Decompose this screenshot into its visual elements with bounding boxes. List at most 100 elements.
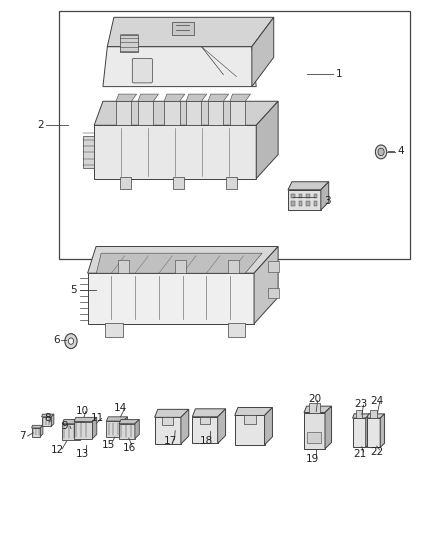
Bar	[120, 177, 131, 189]
Polygon shape	[106, 417, 127, 421]
Bar	[162, 417, 173, 425]
Polygon shape	[40, 425, 43, 437]
Polygon shape	[164, 94, 185, 101]
Polygon shape	[208, 101, 223, 125]
Polygon shape	[42, 414, 54, 417]
Bar	[307, 432, 321, 443]
Polygon shape	[172, 21, 194, 35]
Polygon shape	[116, 94, 137, 101]
Polygon shape	[155, 417, 181, 444]
Bar	[175, 260, 186, 273]
Text: 10: 10	[75, 407, 88, 416]
Polygon shape	[74, 417, 97, 422]
Polygon shape	[106, 421, 123, 437]
Circle shape	[375, 145, 387, 159]
Text: 1: 1	[336, 69, 343, 78]
Polygon shape	[119, 419, 139, 424]
Bar	[299, 194, 302, 198]
Polygon shape	[74, 422, 92, 439]
Polygon shape	[88, 273, 254, 324]
Text: 17: 17	[164, 437, 177, 446]
Polygon shape	[208, 94, 229, 101]
Polygon shape	[62, 424, 80, 440]
Polygon shape	[353, 414, 370, 418]
Text: 11: 11	[91, 414, 104, 423]
Bar	[244, 416, 256, 424]
Text: 18: 18	[200, 437, 213, 446]
Polygon shape	[230, 101, 245, 125]
Polygon shape	[252, 17, 274, 86]
Text: 24: 24	[370, 396, 383, 406]
Circle shape	[65, 334, 77, 349]
Polygon shape	[107, 17, 274, 47]
Polygon shape	[138, 101, 153, 125]
Polygon shape	[51, 414, 54, 426]
Bar	[307, 201, 310, 206]
Text: 2: 2	[37, 120, 44, 130]
Text: 19: 19	[306, 455, 319, 464]
Polygon shape	[192, 417, 218, 443]
Polygon shape	[62, 419, 84, 424]
Bar	[228, 322, 245, 337]
Text: 22: 22	[370, 447, 383, 457]
Bar	[226, 177, 237, 189]
FancyBboxPatch shape	[132, 58, 152, 83]
Bar	[200, 417, 210, 424]
Polygon shape	[83, 136, 94, 168]
Bar	[59, 11, 410, 259]
Text: 3: 3	[324, 197, 331, 206]
Polygon shape	[367, 414, 385, 418]
Polygon shape	[186, 94, 207, 101]
Polygon shape	[304, 413, 325, 449]
Polygon shape	[96, 253, 262, 273]
Polygon shape	[256, 101, 278, 179]
Polygon shape	[288, 182, 328, 190]
Polygon shape	[186, 101, 201, 125]
Polygon shape	[353, 418, 366, 448]
Polygon shape	[235, 407, 272, 416]
Polygon shape	[119, 424, 135, 439]
Polygon shape	[265, 407, 272, 445]
Polygon shape	[80, 419, 84, 440]
Bar	[356, 409, 362, 418]
Text: 23: 23	[354, 399, 367, 409]
Polygon shape	[164, 101, 180, 125]
Polygon shape	[235, 416, 265, 445]
Polygon shape	[192, 409, 226, 417]
Text: 8: 8	[44, 414, 51, 423]
Bar	[291, 201, 295, 206]
Text: 7: 7	[19, 431, 26, 441]
Bar	[268, 261, 279, 272]
Polygon shape	[367, 418, 380, 448]
Polygon shape	[155, 409, 189, 417]
Text: 6: 6	[53, 335, 60, 345]
Polygon shape	[325, 406, 332, 449]
Polygon shape	[321, 182, 328, 210]
Bar	[105, 322, 123, 337]
Polygon shape	[103, 47, 256, 86]
Circle shape	[68, 338, 74, 344]
Bar	[307, 194, 310, 198]
Polygon shape	[88, 246, 278, 273]
Polygon shape	[123, 417, 127, 437]
Polygon shape	[32, 428, 40, 437]
Bar	[118, 260, 129, 273]
Polygon shape	[218, 409, 226, 443]
Text: 15: 15	[102, 440, 115, 450]
Bar	[291, 194, 295, 198]
Bar	[314, 201, 317, 206]
Polygon shape	[181, 409, 189, 444]
Bar	[370, 409, 377, 418]
Bar	[228, 260, 239, 273]
Text: 20: 20	[308, 394, 321, 403]
Polygon shape	[138, 94, 159, 101]
Polygon shape	[120, 35, 138, 52]
Text: 12: 12	[50, 446, 64, 455]
Text: 21: 21	[353, 449, 367, 459]
Polygon shape	[288, 190, 321, 210]
Polygon shape	[32, 425, 43, 428]
Bar	[314, 194, 317, 198]
Polygon shape	[116, 101, 131, 125]
Text: 9: 9	[61, 422, 68, 431]
Text: 16: 16	[123, 443, 136, 453]
